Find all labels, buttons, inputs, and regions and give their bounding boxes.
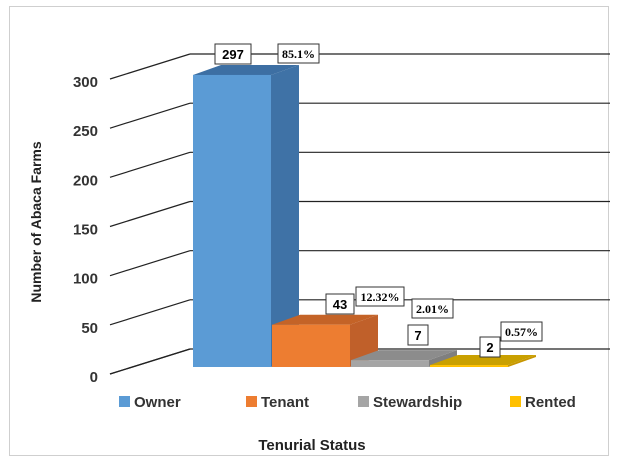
y-tick-label: 50: [81, 320, 98, 337]
bar-top: [351, 350, 457, 361]
bar-front: [351, 360, 429, 367]
percent-label-rented: 0.57%: [500, 321, 543, 342]
gridline-side: [109, 102, 191, 129]
percent-label-stewardship: 2.01%: [411, 298, 454, 319]
legend-swatch: [510, 396, 521, 407]
legend-label: Owner: [134, 394, 181, 411]
percent-label-text: 2.01%: [416, 302, 449, 316]
bars: [193, 64, 536, 367]
percent-label-text: 85.1%: [282, 47, 315, 61]
value-label-box: [479, 336, 501, 358]
percent-label-tenant: 12.32%: [355, 286, 405, 307]
percent-label-text: 0.57%: [505, 325, 538, 339]
bar-top: [430, 355, 536, 366]
value-label-text: 297: [222, 47, 244, 62]
legend-swatch: [358, 396, 369, 407]
y-axis-ticks: 0 50 100 150 200 250 300: [73, 74, 98, 386]
gridline-side: [109, 299, 191, 326]
gridline-side: [109, 151, 191, 178]
legend-item-tenant: Tenant: [246, 394, 309, 411]
value-label-box: [325, 293, 355, 315]
legend: Owner Tenant Stewardship Rented: [119, 394, 576, 411]
value-label-text: 7: [414, 328, 421, 343]
bar-chart-3d: 0 50 100 150 200 250 300 297 85.1% 43 12.32% 7 2.01…: [28, 43, 610, 454]
legend-item-stewardship: Stewardship: [358, 394, 462, 411]
legend-item-owner: Owner: [119, 394, 181, 411]
gridline-side: [109, 53, 191, 80]
gridline-side: [109, 250, 191, 277]
value-label-rented: 2: [479, 336, 501, 358]
bar-front: [193, 74, 271, 367]
percent-label-text: 12.32%: [361, 290, 400, 304]
value-label-text: 43: [333, 297, 347, 312]
y-tick-label: 250: [73, 123, 98, 140]
value-label-owner: 297: [214, 43, 252, 65]
legend-label: Tenant: [261, 394, 309, 411]
data-labels: 297 85.1% 43 12.32% 7 2.01% 2 0.57%: [214, 43, 543, 358]
bar-rented: [430, 355, 536, 367]
gridline-side: [109, 200, 191, 228]
legend-item-rented: Rented: [510, 394, 576, 411]
value-label-text: 2: [486, 340, 493, 355]
legend-label: Rented: [525, 394, 576, 411]
legend-label: Stewardship: [373, 394, 462, 411]
value-label-box: [214, 43, 252, 65]
percent-label-owner: 85.1%: [277, 43, 320, 64]
bar-side: [271, 64, 299, 367]
floor-edge: [109, 348, 191, 375]
y-tick-label: 300: [73, 74, 98, 91]
y-tick-label: 150: [73, 222, 98, 239]
bar-side: [508, 355, 536, 367]
legend-swatch: [246, 396, 257, 407]
bar-top: [272, 314, 378, 325]
y-tick-label: 200: [73, 172, 98, 189]
y-tick-label: 100: [73, 271, 98, 288]
bar-top: [193, 64, 299, 75]
percent-label-box: [355, 286, 405, 307]
y-axis-label: Number of Abaca Farms: [28, 141, 44, 303]
legend-swatch: [119, 396, 130, 407]
bar-side: [429, 350, 457, 367]
percent-label-box: [500, 321, 543, 342]
bar-stewardship: [351, 350, 457, 367]
value-label-stewardship: 7: [407, 324, 429, 346]
y-tick-label: 0: [90, 369, 98, 386]
chart-frame: 0 50 100 150 200 250 300 297 85.1% 43 12.32% 7 2.01…: [9, 6, 610, 456]
value-label-tenant: 43: [325, 293, 355, 315]
bar-front: [430, 365, 508, 367]
percent-label-box: [411, 298, 454, 319]
percent-label-box: [277, 43, 320, 64]
x-axis-label: Tenurial Status: [258, 437, 365, 454]
value-label-box: [407, 324, 429, 346]
bar-front: [272, 324, 350, 367]
bar-owner: [193, 64, 299, 367]
